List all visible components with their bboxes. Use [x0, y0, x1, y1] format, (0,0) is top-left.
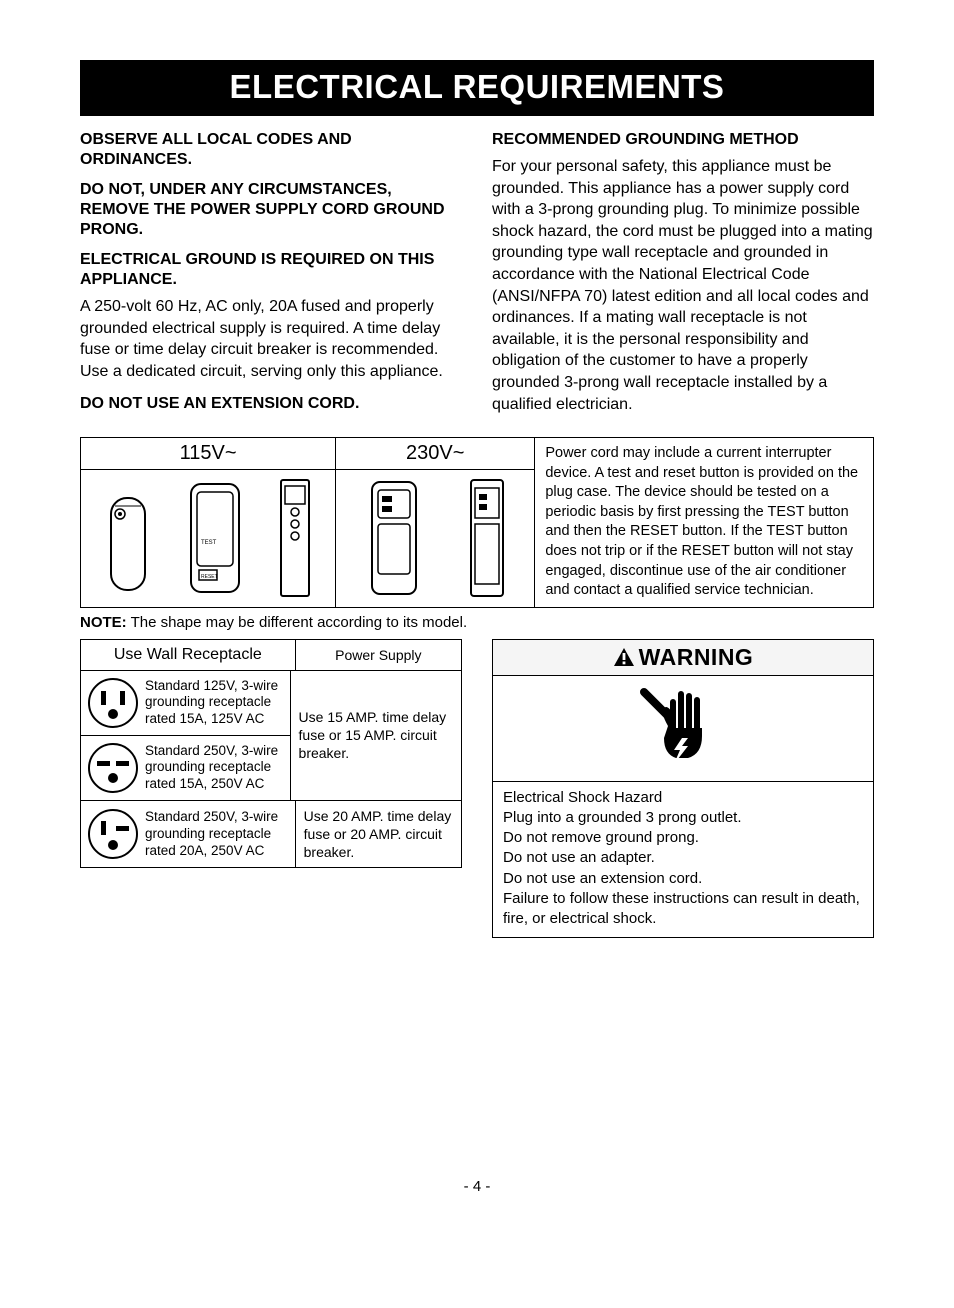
warning-line-0: Electrical Shock Hazard: [503, 788, 863, 808]
page-title-bar: ELECTRICAL REQUIREMENTS: [80, 60, 874, 116]
heading-no-extension-cord: DO NOT USE AN EXTENSION CORD.: [80, 394, 462, 414]
plug-illustration-115-b: TEST RESET: [187, 478, 243, 598]
receptacle-desc-1: Standard 250V, 3-wire grounding receptac…: [145, 743, 284, 794]
receptacle-desc-2: Standard 250V, 3-wire grounding receptac…: [145, 809, 289, 860]
receptacle-column: Use Wall Receptacle Power Supply Standar…: [80, 639, 462, 869]
plug-header-230v: 230V~: [336, 438, 534, 470]
warning-column: WARNING Electrical Shock Hazard Plug int…: [492, 639, 874, 939]
outlet-icon-125-15: [87, 677, 139, 729]
shock-hand-icon: [638, 686, 728, 766]
heading-do-not-remove-prong: DO NOT, UNDER ANY CIRCUMSTANCES, REMOVE …: [80, 180, 462, 240]
svg-text:TEST: TEST: [201, 540, 217, 546]
warning-line-3: Do not use an adapter.: [503, 848, 863, 868]
plug-illustration-230-b: [469, 478, 505, 598]
heading-observe-codes: OBSERVE ALL LOCAL CODES AND ORDINANCES.: [80, 130, 462, 170]
outlet-icon-250-15: [87, 742, 139, 794]
warning-line-5: Failure to follow these instructions can…: [503, 889, 863, 930]
warning-text-block: Electrical Shock Hazard Plug into a grou…: [493, 781, 873, 938]
warning-line-2: Do not remove ground prong.: [503, 828, 863, 848]
heading-ground-required: ELECTRICAL GROUND IS REQUIRED ON THIS AP…: [80, 250, 462, 290]
warning-box: WARNING Electrical Shock Hazard Plug int…: [492, 639, 874, 939]
receptacle-supply-2: Use 20 AMP. time delay fuse or 20 AMP. c…: [296, 801, 461, 868]
warning-title-text: WARNING: [639, 644, 754, 671]
plug-table: 115V~ TEST RESET 230V~ Power cord may inc…: [80, 437, 874, 608]
receptacle-table: Use Wall Receptacle Power Supply Standar…: [80, 639, 462, 869]
plug-note-text: Power cord may include a current interru…: [535, 438, 873, 607]
right-column: RECOMMENDED GROUNDING METHOD For your pe…: [492, 130, 874, 427]
receptacle-supply-0: Use 15 AMP. time delay fuse or 15 AMP. c…: [291, 671, 461, 800]
warning-line-1: Plug into a grounded 3 prong outlet.: [503, 808, 863, 828]
outlet-icon-250-20: [87, 808, 139, 860]
note-shape-differs: NOTE: The shape may be different accordi…: [80, 614, 874, 631]
receptacle-header-2: Power Supply: [296, 640, 461, 670]
plug-illustration-115-c: [279, 478, 311, 598]
warning-triangle-icon: [613, 647, 635, 667]
warning-title: WARNING: [493, 640, 873, 675]
page-number: - 4 -: [80, 1178, 874, 1195]
receptacle-desc-0: Standard 125V, 3-wire grounding receptac…: [145, 678, 284, 729]
plug-illustration-115-a: [105, 488, 151, 598]
paragraph-supply-spec: A 250-volt 60 Hz, AC only, 20A fused and…: [80, 296, 462, 382]
warning-shock-icon-row: [493, 675, 873, 781]
receptacle-header-1: Use Wall Receptacle: [81, 640, 296, 670]
note-text: The shape may be different according to …: [127, 614, 467, 631]
paragraph-grounding-method: For your personal safety, this appliance…: [492, 156, 874, 415]
plug-illustration-230-a: [366, 478, 422, 598]
svg-text:RESET: RESET: [201, 574, 218, 580]
plug-header-115v: 115V~: [81, 438, 335, 470]
left-column: OBSERVE ALL LOCAL CODES AND ORDINANCES. …: [80, 130, 462, 427]
note-label: NOTE:: [80, 614, 127, 631]
intro-columns: OBSERVE ALL LOCAL CODES AND ORDINANCES. …: [80, 130, 874, 427]
heading-grounding-method: RECOMMENDED GROUNDING METHOD: [492, 130, 874, 150]
warning-line-4: Do not use an extension cord.: [503, 869, 863, 889]
